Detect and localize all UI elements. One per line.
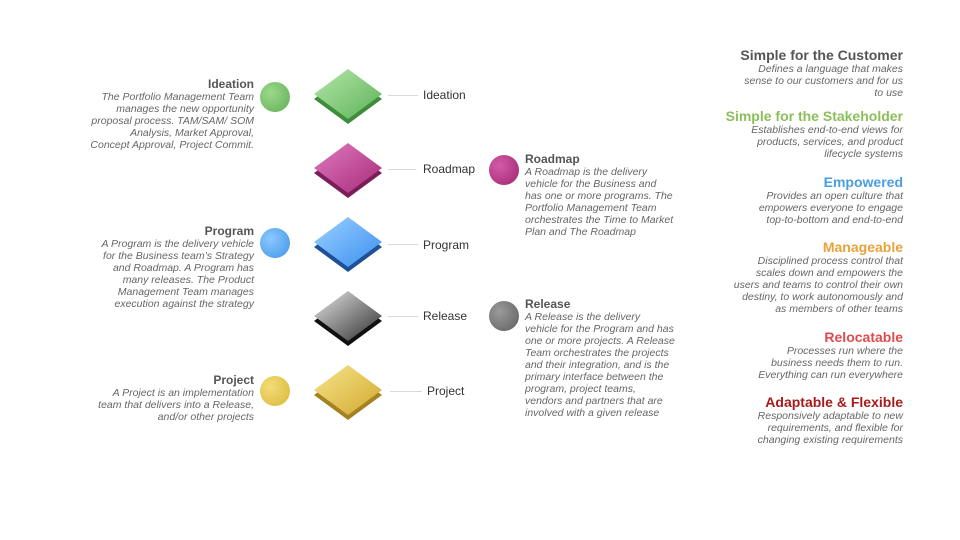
- principle-desc: Defines a language that makes sense to o…: [744, 63, 903, 99]
- stage-label-project: Project: [427, 384, 465, 398]
- program-connector: [388, 244, 418, 245]
- release-desc: A Release is the delivery vehicle for th…: [525, 311, 675, 419]
- principle-desc: Responsively adaptable to new requiremen…: [757, 410, 903, 446]
- principle-desc: Establishes end-to-end views for product…: [751, 124, 903, 160]
- principle-simple-customer: Simple for the Customer Defines a langua…: [713, 47, 903, 99]
- stage-label-release: Release: [423, 309, 468, 323]
- principle-empowered: Empowered Provides an open culture that …: [713, 174, 903, 226]
- project-title: Project: [213, 373, 254, 387]
- ideation-connector: [388, 95, 418, 96]
- principle-desc: Provides an open culture that empowers e…: [758, 190, 903, 226]
- program-note: Program A Program is the delivery vehicl…: [90, 224, 254, 310]
- principle-desc: Processes run where the business needs t…: [758, 345, 903, 381]
- program-title: Program: [204, 224, 254, 238]
- principle-title: Manageable: [822, 239, 903, 255]
- release-connector: [388, 316, 418, 317]
- roadmap-connector: [388, 169, 416, 170]
- principle-title: Simple for the Stakeholder: [725, 108, 903, 124]
- principle-manageable: Manageable Disciplined process control t…: [713, 239, 903, 315]
- ideation-note: Ideation The Portfolio Management Team m…: [90, 77, 254, 151]
- stage-label-roadmap: Roadmap: [423, 162, 476, 176]
- ideation-circle-icon: [260, 82, 290, 112]
- principle-title: Empowered: [823, 174, 903, 190]
- release-diamond: [314, 291, 382, 346]
- program-desc: A Program is the delivery vehicle for th…: [101, 238, 254, 310]
- principle-desc: Disciplined process control that scales …: [733, 255, 903, 315]
- project-diamond: [314, 365, 382, 420]
- stage-diamonds: [314, 69, 382, 420]
- ideation-title: Ideation: [207, 77, 254, 91]
- stage-label-program: Program: [423, 238, 470, 252]
- roadmap-diamond: [314, 143, 382, 198]
- principle-relocatable: Relocatable Processes run where the busi…: [713, 329, 903, 381]
- principle-title: Relocatable: [824, 329, 903, 345]
- roadmap-circle-icon: [489, 155, 519, 185]
- principle-title: Simple for the Customer: [740, 47, 903, 63]
- principle-simple-stakeholder: Simple for the Stakeholder Establishes e…: [713, 108, 903, 160]
- roadmap-title: Roadmap: [525, 152, 580, 166]
- ideation-desc: The Portfolio Management Team manages th…: [90, 91, 254, 151]
- program-circle-icon: [260, 228, 290, 258]
- project-note: Project A Project is an implementation t…: [90, 373, 254, 423]
- principle-title: Adaptable & Flexible: [765, 394, 903, 410]
- roadmap-note: Roadmap A Roadmap is the delivery vehicl…: [525, 152, 675, 238]
- principle-adaptable: Adaptable & Flexible Responsively adapta…: [713, 394, 903, 446]
- project-connector: [390, 391, 422, 392]
- release-note: Release A Release is the delivery vehicl…: [525, 297, 675, 419]
- release-title: Release: [525, 297, 571, 311]
- program-diamond: [314, 217, 382, 272]
- project-desc: A Project is an implementation team that…: [98, 387, 254, 423]
- roadmap-desc: A Roadmap is the delivery vehicle for th…: [525, 166, 674, 238]
- ideation-diamond: [314, 69, 382, 124]
- project-circle-icon: [260, 376, 290, 406]
- release-circle-icon: [489, 301, 519, 331]
- stage-label-ideation: Ideation: [423, 88, 466, 102]
